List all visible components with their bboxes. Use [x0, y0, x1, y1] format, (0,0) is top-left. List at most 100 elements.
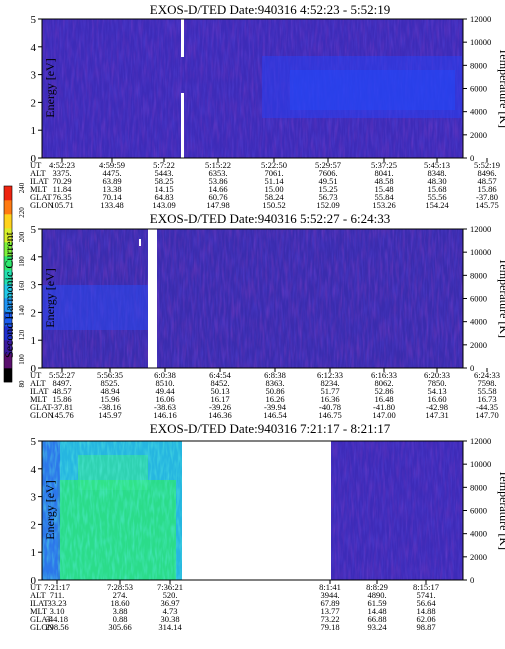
- colorbar-swatch: [4, 256, 12, 271]
- energy-tick-label: 3: [31, 492, 37, 504]
- temperature-tick-label: 4000: [470, 529, 487, 539]
- orbit-cell: 62.06: [416, 614, 435, 624]
- temperature-tick-label: 4000: [470, 107, 487, 117]
- panel-2-orbit-table: UTALTILATMLTGLATGLON5:52:278497.48.5715.…: [30, 370, 500, 420]
- temperature-tick-label: 12000: [470, 224, 491, 234]
- orbit-row-label: ALT: [30, 590, 47, 600]
- orbit-cell: 146.36: [208, 410, 231, 420]
- orbit-row-label: MLT: [30, 606, 48, 616]
- temperature-tick-label: 6000: [470, 84, 487, 94]
- orbit-cell: 70.29: [52, 176, 71, 186]
- energy-tick-label: 0: [31, 363, 37, 375]
- panel-3-texture-right-purple: [331, 441, 463, 580]
- colorbar-swatch: [4, 270, 12, 285]
- orbit-cell: -44.35: [476, 402, 498, 412]
- colorbar-swatch: [4, 354, 12, 369]
- orbit-cell: 50.13: [210, 386, 229, 396]
- orbit-cell: 147.00: [372, 410, 395, 420]
- orbit-cell: 51.14: [264, 176, 284, 186]
- panel-1-ylabel-right: Temperature [K]: [497, 48, 505, 128]
- orbit-cell: 146.54: [263, 410, 287, 420]
- temperature-tick-label: 0: [470, 363, 474, 373]
- orbit-cell: 7850.: [427, 378, 446, 388]
- orbit-cell: 5:29:57: [315, 160, 341, 170]
- orbit-row-label: ALT: [30, 378, 47, 388]
- orbit-row-label: GLON: [30, 410, 54, 420]
- orbit-cell: 8497.: [52, 378, 71, 388]
- orbit-cell: 133.48: [100, 200, 123, 210]
- orbit-cell: 70.14: [102, 192, 122, 202]
- orbit-cell: 6:16:33: [371, 370, 397, 380]
- panel-3-axes: 0 1 2 3 4 5 0 2000 4000 6000 8000 10000 12000: [31, 436, 492, 587]
- orbit-cell: 8062.: [374, 378, 393, 388]
- panel-1: EXOS-D/TED Date:940316 4:52:23 - 5:52:19…: [30, 2, 505, 210]
- orbit-cell: -38.16: [99, 402, 121, 412]
- orbit-cell: 145.76: [50, 410, 73, 420]
- orbit-cell: 4890.: [367, 590, 386, 600]
- colorbar-swatch: [4, 368, 12, 383]
- orbit-cell: 58.25: [154, 176, 173, 186]
- orbit-cell: 3.10: [50, 606, 65, 616]
- orbit-cell: 50.86: [265, 386, 284, 396]
- orbit-cell: 67.89: [320, 598, 339, 608]
- panel-3-plot: [41, 440, 464, 581]
- orbit-cell: 15.86: [477, 184, 496, 194]
- energy-tick-label: 4: [31, 252, 37, 264]
- orbit-cell: 15.48: [374, 184, 393, 194]
- orbit-cell: 76.35: [52, 192, 71, 202]
- orbit-cell: 33.23: [47, 598, 66, 608]
- orbit-row-label: ALT: [30, 168, 47, 178]
- temperature-tick-label: 2000: [470, 340, 487, 350]
- orbit-cell: 53.86: [208, 176, 227, 186]
- orbit-cell: 5741.: [416, 590, 435, 600]
- orbit-cell: 66.88: [367, 614, 386, 624]
- orbit-row-label: ILAT: [30, 386, 49, 396]
- energy-tick-label: 0: [31, 575, 37, 587]
- panel-2-axes: 0 1 2 3 4 5 0 2000 4000 6000 8000 10000 12000: [31, 224, 492, 375]
- orbit-cell: -37.80: [476, 192, 498, 202]
- orbit-cell: 520.: [163, 590, 178, 600]
- energy-tick-label: 2: [31, 307, 37, 319]
- energy-tick-label: 1: [31, 335, 37, 347]
- orbit-cell: 7061.: [264, 168, 283, 178]
- orbit-cell: 8363.: [265, 378, 284, 388]
- orbit-cell: 145.97: [98, 410, 121, 420]
- energy-tick-label: 5: [31, 224, 37, 236]
- orbit-cell: 314.14: [158, 622, 182, 632]
- orbit-cell: 5:56:35: [97, 370, 123, 380]
- energy-tick-label: 3: [31, 70, 37, 82]
- orbit-cell: 5:22:50: [261, 160, 287, 170]
- colorbar-tick-label: 120: [18, 329, 26, 340]
- orbit-cell: 147.98: [206, 200, 229, 210]
- colorbar-swatch: [4, 298, 12, 313]
- temperature-tick-label: 12000: [470, 436, 491, 446]
- orbit-cell: 56.64: [416, 598, 436, 608]
- orbit-cell: 49.44: [155, 386, 175, 396]
- orbit-cell: 8525.: [100, 378, 119, 388]
- orbit-cell: 30.38: [160, 614, 179, 624]
- orbit-cell: 63.89: [102, 176, 121, 186]
- panel-1-ylabel: Energy [eV]: [43, 58, 57, 117]
- colorbar-swatch: [4, 200, 12, 215]
- colorbar-tick-label: 180: [18, 256, 26, 267]
- orbit-cell: 55.84: [374, 192, 394, 202]
- orbit-cell: 6:24:33: [474, 370, 500, 380]
- orbit-cell: -38.63: [154, 402, 176, 412]
- orbit-cell: 7606.: [318, 168, 337, 178]
- orbit-cell: 61.59: [367, 598, 386, 608]
- orbit-cell: 4475.: [102, 168, 121, 178]
- panel-2-ylabel-right: Temperature [K]: [497, 258, 505, 338]
- orbit-cell: 5:37:25: [371, 160, 397, 170]
- colorbar-tick-label: 100: [18, 354, 26, 365]
- orbit-cell: 7:21:17: [44, 582, 70, 592]
- orbit-cell: 8510.: [155, 378, 174, 388]
- orbit-cell: 6:20:33: [424, 370, 450, 380]
- panel-2-enhanced-band: [42, 285, 148, 330]
- orbit-cell: 298.56: [45, 622, 68, 632]
- orbit-cell: 48.58: [374, 176, 393, 186]
- orbit-row-label: GLON: [30, 622, 54, 632]
- orbit-cell: 11.84: [53, 184, 73, 194]
- panel-1-plot: [41, 18, 464, 159]
- orbit-cell: 51.77: [320, 386, 339, 396]
